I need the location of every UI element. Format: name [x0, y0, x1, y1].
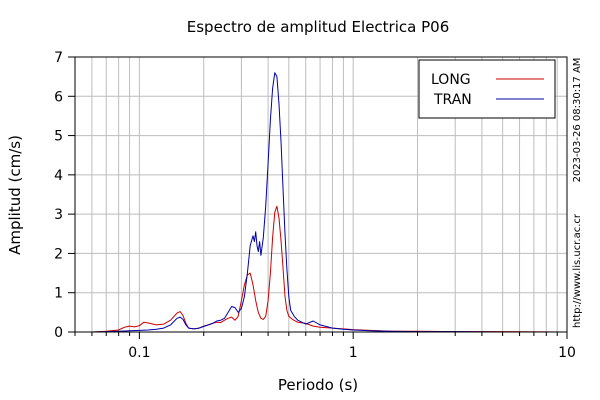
- y-tick-label: 7: [54, 50, 63, 66]
- legend-box: [418, 59, 556, 119]
- x-axis-label: Periodo (s): [278, 376, 358, 394]
- y-tick-label: 6: [54, 89, 63, 105]
- plot-frame: [74, 56, 568, 333]
- legend-label-tran: TRAN: [433, 92, 472, 108]
- tick-labels: 0 1 2 3 4 5 6 7 0.1 1 10: [54, 50, 576, 361]
- series-line-tran: [91, 72, 567, 333]
- x-tick-label: 1: [349, 345, 358, 361]
- legend-label-long: LONG: [431, 72, 471, 88]
- y-tick-label: 1: [54, 286, 63, 302]
- legend: LONG TRAN: [418, 59, 556, 119]
- series-layer: [91, 72, 568, 333]
- y-tick-label: 3: [54, 207, 63, 223]
- series-line-long: [91, 205, 568, 333]
- axis-ticks: [68, 56, 568, 339]
- x-tick-label: 0.1: [128, 345, 150, 361]
- timestamp-label: 2023-03-26 08:30:17 AM: [572, 58, 583, 183]
- y-tick-label: 5: [54, 129, 63, 145]
- y-tick-label: 2: [54, 246, 63, 262]
- chart-title: Espectro de amplitud Electrica P06: [187, 18, 450, 36]
- y-tick-label: 0: [54, 325, 63, 341]
- source-url-label: http://www.lis.ucr.ac.cr: [572, 213, 583, 328]
- y-tick-label: 4: [54, 168, 63, 184]
- y-axis-label: Amplitud (cm/s): [6, 135, 24, 255]
- x-tick-label: 10: [558, 345, 576, 361]
